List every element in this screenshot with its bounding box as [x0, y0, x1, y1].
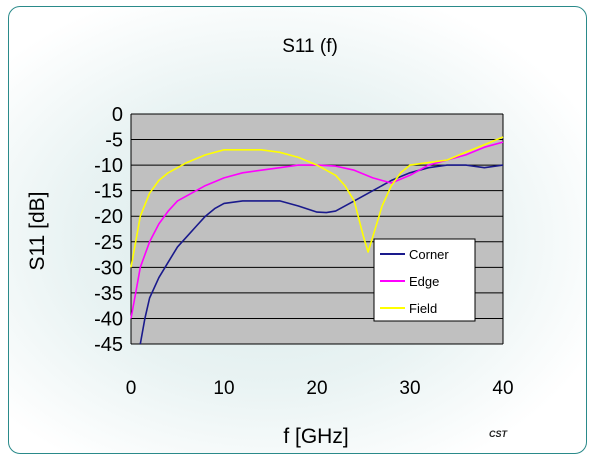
x-tick-label: 0 [126, 378, 137, 399]
x-tick-label: 20 [306, 378, 327, 399]
legend: Corner Edge Field [373, 238, 476, 322]
x-tick-label: 10 [213, 378, 234, 399]
y-tick-label: -35 [94, 283, 123, 305]
legend-label-edge: Edge [409, 274, 439, 289]
x-tick-label: 40 [492, 378, 513, 399]
y-axis-label: S11 [dB] [26, 192, 49, 271]
y-tick-label: -20 [94, 206, 123, 228]
y-axis-ticks: 0 -5 -10 -15 -20 -25 -30 -35 -40 -45 [94, 104, 123, 356]
watermark-logo: CST [489, 429, 509, 439]
legend-label-corner: Corner [409, 247, 449, 262]
y-tick-label: -40 [94, 308, 123, 330]
y-tick-label: -15 [94, 181, 123, 203]
chart-title: S11 (f) [282, 36, 338, 57]
y-tick-label: 0 [112, 104, 123, 126]
y-tick-label: -25 [94, 232, 123, 254]
series-lines [130, 136, 504, 345]
x-axis-label: f [GHz] [283, 425, 348, 448]
x-tick-label: 30 [399, 378, 420, 399]
y-tick-label: -30 [94, 257, 123, 279]
y-tick-label: -5 [105, 130, 123, 152]
y-tick-label: -10 [94, 155, 123, 177]
x-axis-ticks: 0 10 20 30 40 [126, 378, 514, 399]
series-line-field [130, 136, 504, 268]
legend-label-field: Field [409, 301, 437, 316]
series-line-edge [130, 141, 504, 319]
y-tick-label: -45 [94, 334, 123, 356]
